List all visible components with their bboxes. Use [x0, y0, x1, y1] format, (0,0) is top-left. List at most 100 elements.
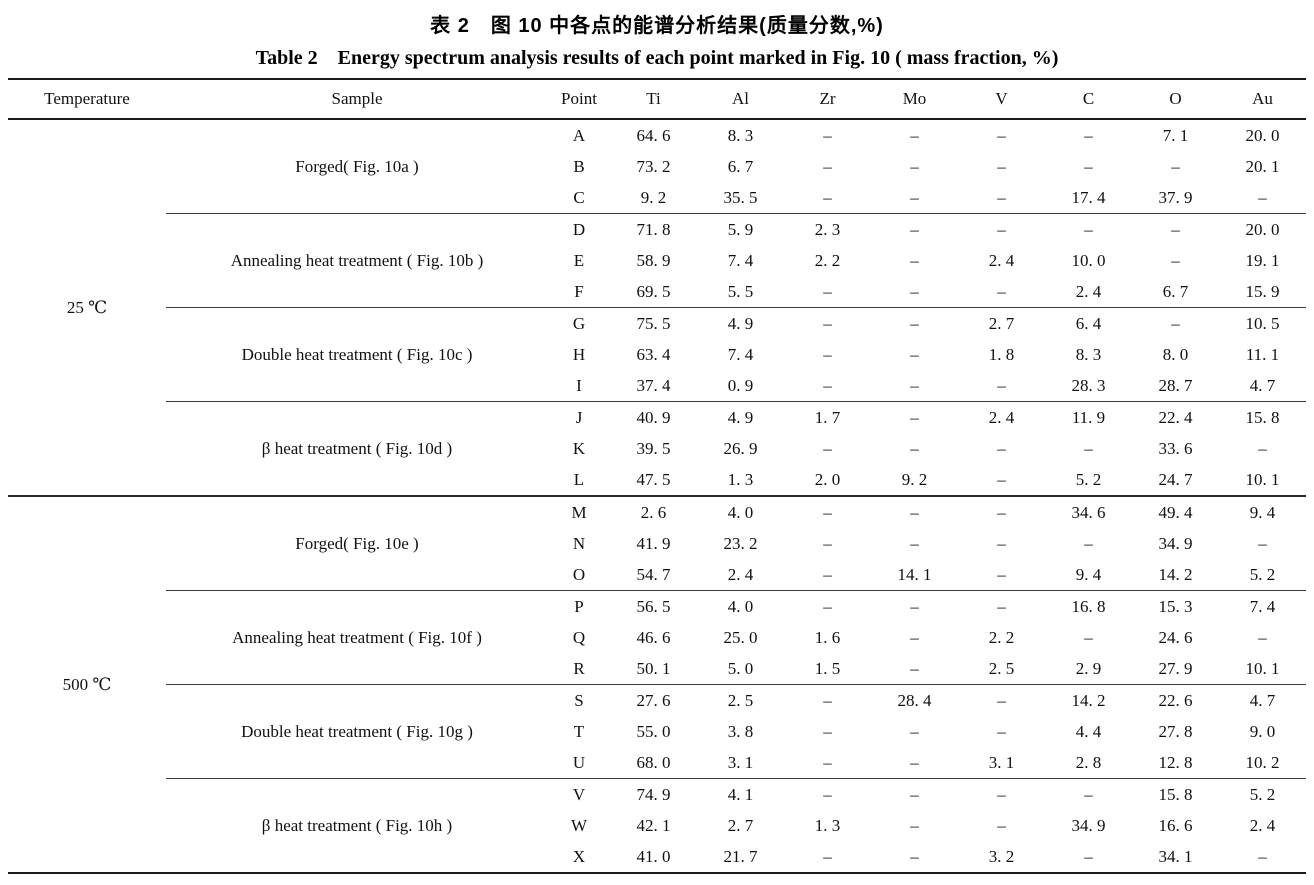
column-header-v: V — [958, 79, 1045, 120]
value-cell-au: 10. 2 — [1245, 752, 1280, 772]
value-cell-zr: 1. 5 — [814, 658, 841, 678]
value-cell-o: 22. 4 — [1132, 401, 1219, 433]
value-cell-mo: – — [910, 156, 919, 176]
value-cell-zr: – — [823, 187, 832, 207]
value-cell-au: 20. 1 — [1245, 156, 1280, 176]
point-cell: M — [548, 495, 610, 528]
point-cell: N — [572, 533, 586, 553]
value-cell-v: 2. 4 — [988, 250, 1015, 270]
value-cell-al: 23. 2 — [723, 533, 758, 553]
value-cell-zr: – — [784, 307, 871, 339]
value-cell-c: – — [1045, 213, 1132, 245]
column-header-zr: Zr — [784, 79, 871, 120]
table-row: C 9. 2 35. 5 – – – 17. 4 37. 9 – — [8, 182, 1306, 214]
value-cell-zr: 2. 0 — [814, 469, 841, 489]
value-cell-c: – — [1084, 846, 1093, 866]
value-cell-al: 2. 4 — [727, 564, 754, 584]
column-header-sample: Sample — [166, 79, 548, 120]
value-cell-zr: – — [823, 438, 832, 458]
value-cell-v: – — [997, 564, 1006, 584]
value-cell-v: – — [997, 375, 1006, 395]
value-cell-mo: – — [871, 401, 958, 433]
sample-cell: Forged( Fig. 10e ) — [166, 495, 548, 591]
value-cell-ti: 68. 0 — [636, 752, 671, 772]
value-cell-ti: 71. 8 — [610, 213, 697, 245]
value-cell-zr: – — [823, 375, 832, 395]
point-cell: Q — [572, 627, 586, 647]
value-cell-c: 4. 4 — [1075, 721, 1102, 741]
value-cell-mo: – — [871, 213, 958, 245]
value-cell-o: 28. 7 — [1158, 375, 1193, 395]
value-cell-ti: 75. 5 — [610, 307, 697, 339]
point-cell: A — [572, 125, 586, 145]
sample-cell: Double heat treatment ( Fig. 10c ) — [166, 307, 548, 402]
value-cell-mo: – — [871, 307, 958, 339]
value-cell-au: – — [1258, 846, 1267, 866]
value-cell-al: 7. 4 — [727, 250, 754, 270]
value-cell-ti: 40. 9 — [610, 401, 697, 433]
value-cell-mo: – — [871, 590, 958, 622]
table-head: Temperature Sample Point Ti Al Zr Mo V C O Au — [8, 79, 1306, 120]
value-cell-zr: – — [823, 533, 832, 553]
table-row: I 37. 4 0. 9 – – – 28. 3 28. 7 4. 7 — [8, 370, 1306, 402]
value-cell-ti: 63. 4 — [636, 344, 671, 364]
value-cell-v: 1. 8 — [988, 344, 1015, 364]
value-cell-c: 11. 9 — [1045, 401, 1132, 433]
value-cell-v: 2. 2 — [988, 627, 1015, 647]
value-cell-au: 11. 1 — [1245, 344, 1280, 364]
value-cell-mo: 28. 4 — [871, 684, 958, 716]
value-cell-au: 20. 0 — [1245, 125, 1280, 145]
value-cell-o: 34. 1 — [1158, 846, 1193, 866]
value-cell-ti: 37. 4 — [636, 375, 671, 395]
value-cell-mo: – — [910, 846, 919, 866]
value-cell-ti: 42. 1 — [636, 815, 671, 835]
value-cell-v: – — [997, 469, 1006, 489]
value-cell-au: – — [1258, 533, 1267, 553]
value-cell-v: – — [958, 590, 1045, 622]
value-cell-mo: – — [871, 778, 958, 810]
value-cell-v: – — [958, 778, 1045, 810]
value-cell-ti: 27. 6 — [610, 684, 697, 716]
value-cell-c: 9. 4 — [1075, 564, 1102, 584]
value-cell-au: 10. 5 — [1219, 307, 1306, 339]
point-cell: D — [548, 213, 610, 245]
table-row: U 68. 0 3. 1 – – 3. 1 2. 8 12. 8 10. 2 — [8, 747, 1306, 779]
table-header-row: Temperature Sample Point Ti Al Zr Mo V C O Au — [8, 79, 1306, 120]
point-cell: E — [573, 250, 585, 270]
energy-spectrum-table: Temperature Sample Point Ti Al Zr Mo V C O Au 25 ℃… — [8, 78, 1306, 874]
value-cell-o: – — [1171, 156, 1180, 176]
sample-cell: β heat treatment ( Fig. 10d ) — [166, 401, 548, 496]
value-cell-o: 49. 4 — [1132, 495, 1219, 528]
value-cell-au: 9. 4 — [1219, 495, 1306, 528]
table-row: X 41. 0 21. 7 – – 3. 2 – 34. 1 – — [8, 841, 1306, 873]
value-cell-au: 5. 2 — [1219, 778, 1306, 810]
table-row: W 42. 1 2. 7 1. 3 – – 34. 9 16. 6 2. 4 — [8, 810, 1306, 841]
value-cell-au: 9. 0 — [1249, 721, 1276, 741]
value-cell-o: 34. 9 — [1158, 533, 1193, 553]
value-cell-c: 2. 8 — [1075, 752, 1102, 772]
value-cell-zr: 1. 7 — [784, 401, 871, 433]
value-cell-al: 5. 0 — [727, 658, 754, 678]
value-cell-zr: – — [823, 344, 832, 364]
table-row: 25 ℃ Forged( Fig. 10a ) A 64. 6 8. 3– – – –7. 1… — [8, 119, 1306, 317]
value-cell-al: 21. 7 — [723, 846, 758, 866]
value-cell-o: 16. 6 — [1158, 815, 1193, 835]
value-cell-o: 12. 8 — [1158, 752, 1193, 772]
value-cell-al: 4. 9 — [697, 401, 784, 433]
value-cell-zr: – — [823, 846, 832, 866]
value-cell-ti: 74. 9 — [610, 778, 697, 810]
point-cell: G — [548, 307, 610, 339]
value-cell-al: 2. 5 — [697, 684, 784, 716]
value-cell-o: 6. 7 — [1162, 281, 1189, 301]
point-cell: J — [548, 401, 610, 433]
value-cell-v: – — [997, 721, 1006, 741]
value-cell-o: – — [1171, 250, 1180, 270]
value-cell-c: 8. 3 — [1075, 344, 1102, 364]
value-cell-c: 16. 8 — [1045, 590, 1132, 622]
value-cell-zr: – — [823, 752, 832, 772]
point-cell: T — [573, 721, 585, 741]
value-cell-c: – — [1045, 778, 1132, 810]
value-cell-ti: 2. 6 — [610, 495, 697, 528]
value-cell-zr: 1. 3 — [814, 815, 841, 835]
